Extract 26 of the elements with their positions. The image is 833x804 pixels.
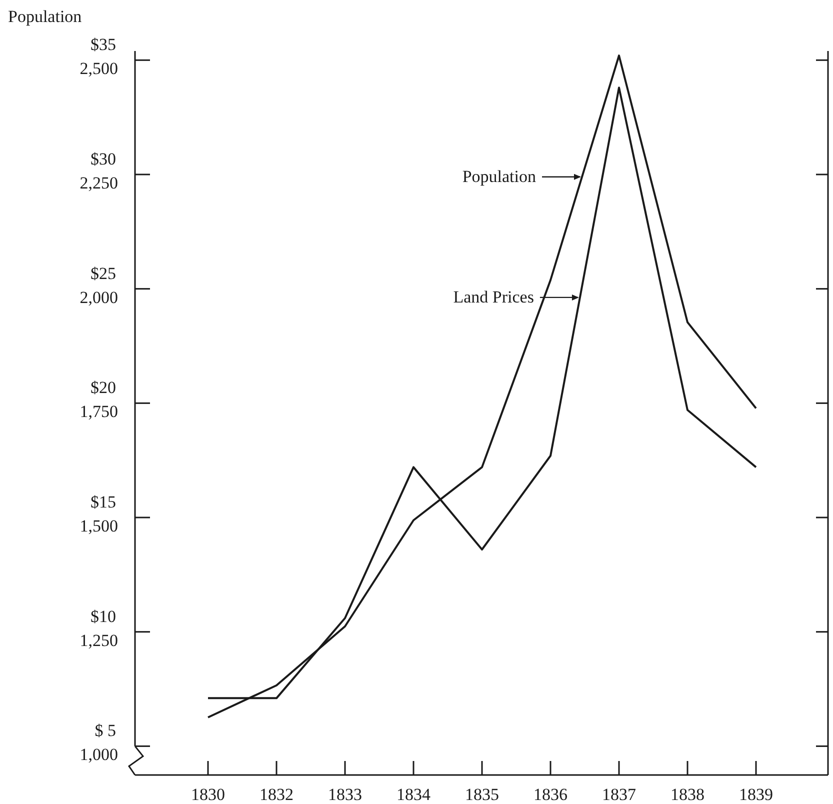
y-axis-title: Population: [8, 7, 82, 26]
y2-tick-label: $30: [90, 149, 116, 168]
y2-tick-label: $ 5: [94, 721, 116, 740]
y2-tick-label: $25: [90, 264, 116, 283]
y2-tick-label: $35: [90, 35, 116, 54]
x-tick-label: 1833: [328, 785, 362, 804]
x-tick-label: 1835: [465, 785, 499, 804]
y-tick-label: 1,250: [80, 630, 118, 650]
x-tick-label: 1830: [191, 785, 225, 804]
y-tick-label: 2,500: [80, 59, 118, 78]
y-tick-label: 1,750: [80, 402, 118, 422]
x-tick-label: 1837: [602, 785, 636, 804]
y-tick-label: 2,000: [80, 288, 118, 307]
y2-tick-label: $10: [90, 606, 116, 626]
y-tick-label: 1,000: [80, 745, 118, 764]
y-tick-label: 1,500: [80, 516, 118, 536]
x-tick-label: 1832: [260, 785, 294, 804]
legend-label: Population: [462, 166, 537, 186]
x-tick-label: 1839: [739, 785, 773, 804]
x-tick-label: 1834: [396, 785, 431, 804]
x-tick-label: 1838: [670, 785, 704, 804]
x-tick-label: 1836: [534, 785, 568, 804]
legend-label: Land Prices: [453, 287, 534, 306]
y-tick-label: 2,250: [80, 173, 118, 192]
y2-tick-label: $15: [90, 492, 116, 512]
y2-tick-label: $20: [90, 378, 116, 398]
